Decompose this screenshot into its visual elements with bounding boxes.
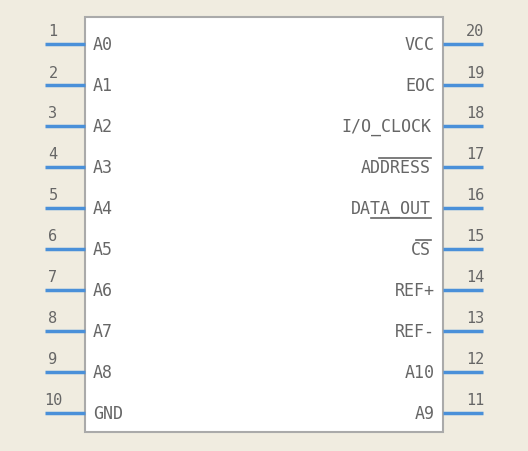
- Text: GND: GND: [93, 404, 123, 422]
- Text: CS: CS: [411, 240, 431, 258]
- Text: A7: A7: [93, 322, 113, 340]
- Text: A2: A2: [93, 118, 113, 136]
- Text: 15: 15: [466, 229, 484, 244]
- Text: 10: 10: [44, 393, 62, 408]
- Text: 19: 19: [466, 65, 484, 80]
- Text: A1: A1: [93, 77, 113, 95]
- Text: DATA_OUT: DATA_OUT: [351, 199, 431, 217]
- Text: A9: A9: [415, 404, 435, 422]
- Text: 1: 1: [49, 24, 58, 39]
- Text: 8: 8: [49, 311, 58, 326]
- Text: REF-: REF-: [395, 322, 435, 340]
- Text: 13: 13: [466, 311, 484, 326]
- Text: 7: 7: [49, 270, 58, 285]
- Text: 16: 16: [466, 188, 484, 203]
- Text: 5: 5: [49, 188, 58, 203]
- Text: 20: 20: [466, 24, 484, 39]
- Text: EOC: EOC: [405, 77, 435, 95]
- Text: 3: 3: [49, 106, 58, 121]
- Text: A4: A4: [93, 199, 113, 217]
- Text: 11: 11: [466, 393, 484, 408]
- Text: 14: 14: [466, 270, 484, 285]
- Text: I/O_CLOCK: I/O_CLOCK: [341, 118, 431, 136]
- Text: A8: A8: [93, 363, 113, 381]
- Text: VCC: VCC: [405, 36, 435, 54]
- Text: 9: 9: [49, 352, 58, 367]
- Text: 6: 6: [49, 229, 58, 244]
- Bar: [85, 18, 443, 432]
- Text: 4: 4: [49, 147, 58, 162]
- Text: 2: 2: [49, 65, 58, 80]
- Text: A10: A10: [405, 363, 435, 381]
- Text: REF+: REF+: [395, 281, 435, 299]
- Text: A6: A6: [93, 281, 113, 299]
- Text: 18: 18: [466, 106, 484, 121]
- Text: ADDRESS: ADDRESS: [361, 159, 431, 177]
- Text: A0: A0: [93, 36, 113, 54]
- Text: A5: A5: [93, 240, 113, 258]
- Text: 12: 12: [466, 352, 484, 367]
- Text: 17: 17: [466, 147, 484, 162]
- Text: A3: A3: [93, 159, 113, 177]
